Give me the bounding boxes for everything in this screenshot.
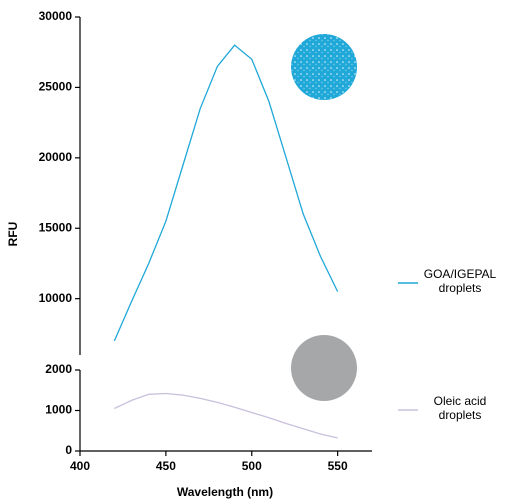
y-tick-label: 25000 xyxy=(39,80,73,94)
x-axis-label: Wavelength (nm) xyxy=(177,485,273,499)
legend-item: Oleic acid droplets xyxy=(420,394,520,430)
y-axis-label: RFU xyxy=(6,222,20,247)
y-tick-label: 15000 xyxy=(39,220,73,234)
x-tick-label: 500 xyxy=(242,459,262,473)
x-tick-label: 450 xyxy=(156,459,176,473)
y-tick-label: 0 xyxy=(65,443,72,457)
y-tick-label: 20000 xyxy=(39,150,73,164)
y-tick-label: 30000 xyxy=(39,9,73,23)
x-tick-label: 400 xyxy=(70,459,90,473)
legend-label: GOA/IGEPAL droplets xyxy=(420,267,500,295)
data-line xyxy=(114,393,337,438)
droplet-icon xyxy=(291,34,357,100)
droplet-icon xyxy=(291,335,357,401)
chart: Wavelength (nm) RFU 40045050055010000150… xyxy=(0,0,531,503)
y-tick-label: 10000 xyxy=(39,291,73,305)
y-tick-label: 2000 xyxy=(45,362,72,376)
x-tick-label: 550 xyxy=(328,459,348,473)
y-tick-label: 1000 xyxy=(45,403,72,417)
legend-item: GOA/IGEPAL droplets xyxy=(420,267,520,303)
legend-label: Oleic acid droplets xyxy=(420,394,500,422)
